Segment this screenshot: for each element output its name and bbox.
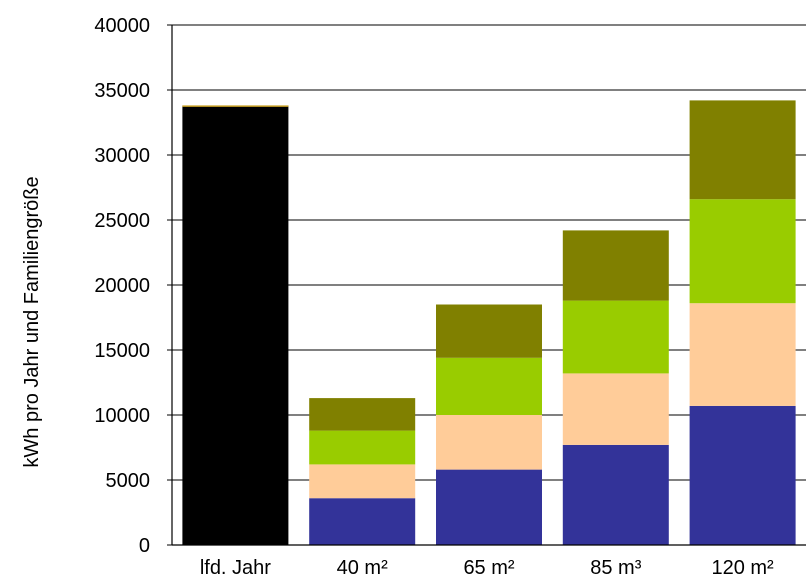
bar-segment [562, 230, 669, 301]
bar-segment [309, 398, 416, 431]
bar-segment [689, 303, 796, 406]
y-tick-label: 25000 [94, 210, 150, 232]
y-tick-labels: 0 5000 10000 15000 20000 25000 30000 35000 40000 [94, 15, 150, 557]
y-tick-label: 15000 [94, 340, 150, 362]
bar-segment [182, 105, 289, 545]
bar-segment [436, 357, 542, 415]
y-tick-label: 20000 [94, 275, 150, 297]
x-category-label: 120 m² [711, 557, 774, 579]
bar-segment [309, 430, 416, 465]
bar-segment [562, 300, 669, 374]
x-category-label: lfd. Jahr [200, 557, 271, 579]
y-tick-label: 0 [139, 535, 150, 557]
bars [182, 100, 796, 545]
bar-segment [309, 498, 416, 545]
bar-segment [436, 304, 542, 358]
bar-segment [436, 415, 542, 470]
bar-segment [562, 373, 669, 445]
bar-segment [436, 469, 542, 545]
x-category-label: 85 m³ [590, 557, 641, 579]
bar-segment [689, 100, 796, 200]
y-tick-label: 30000 [94, 145, 150, 167]
y-tick-label: 5000 [106, 470, 151, 492]
y-tick-label: 35000 [94, 80, 150, 102]
axes [167, 24, 806, 546]
y-axis-title: kWh pro Jahr und Familiengröße [21, 176, 43, 467]
bar-segment [562, 444, 669, 545]
y-tick-label: 10000 [94, 405, 150, 427]
y-tick-label: 40000 [94, 15, 150, 37]
bar-segment [689, 405, 796, 545]
x-category-labels: lfd. Jahr 40 m² 65 m² 85 m³ 120 m² [200, 557, 774, 579]
bar-segment [689, 199, 796, 304]
x-category-label: 40 m² [337, 557, 388, 579]
bar-segment [309, 464, 416, 499]
x-category-label: 65 m² [463, 557, 514, 579]
